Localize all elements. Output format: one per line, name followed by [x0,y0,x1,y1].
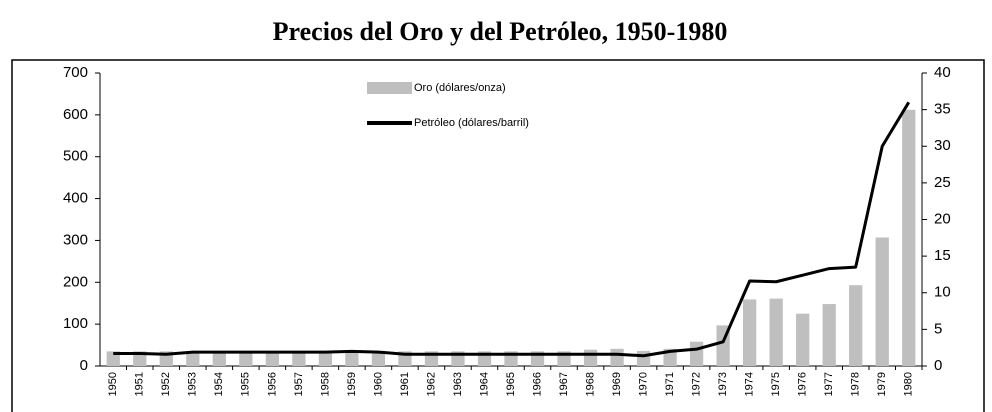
x-tick-label: 1963 [452,372,464,396]
y-tick-label: 300 [63,231,88,248]
line [113,101,911,358]
x-tick-label: 1966 [531,372,543,396]
bar [318,351,333,366]
x-tick-label: 1977 [823,372,835,396]
bar [636,350,651,366]
y-tick-label: 400 [63,190,88,207]
legend-swatch [367,82,412,94]
bar [610,348,624,366]
x-tick-label: 1975 [770,372,782,396]
y2-tick-label: 15 [934,247,951,264]
x-tick-label: 1974 [744,372,756,396]
bar [849,285,863,366]
x-tick-label: 1976 [797,372,809,396]
x-tick-label: 1969 [611,372,623,396]
bar [743,299,757,366]
x-tick-label: 1972 [691,372,703,396]
bar [371,351,386,366]
x-tick-label: 1971 [664,372,676,396]
y2-tick-label: 20 [934,210,951,227]
bar [239,351,253,366]
bar [292,351,306,366]
x-tick-label: 1965 [505,372,517,396]
legend-label: Oro (dólares/onza) [414,82,506,94]
x-tick-label: 1951 [134,372,146,396]
bar [689,341,704,366]
y2-tick-label: 40 [934,64,951,81]
bar [902,109,916,366]
bar [212,351,226,366]
bar [265,351,279,366]
x-tick-label: 1959 [346,372,358,396]
bar [875,237,889,366]
y-tick-label: 500 [63,148,88,165]
bar [345,351,359,366]
x-tick-label: 1964 [478,372,490,396]
y2-tick-label: 30 [934,137,951,154]
x-tick-label: 1968 [584,372,596,396]
x-tick-label: 1956 [266,372,278,396]
chart-title: Precios del Oro y del Petróleo, 1950-198… [273,17,728,46]
x-tick-label: 1957 [293,372,305,396]
x-tick-label: 1954 [213,372,225,396]
y2-tick-label: 5 [934,320,942,337]
x-tick-label: 1978 [850,372,862,396]
x-tick-label: 1961 [399,372,411,396]
x-tick-label: 1958 [319,372,331,396]
y-tick-label: 100 [63,315,88,332]
y2-tick-label: 35 [934,101,951,118]
x-tick-label: 1955 [240,372,252,396]
bar [796,313,810,366]
x-tick-label: 1979 [876,372,888,396]
x-tick-label: 1950 [107,372,119,396]
bar [583,349,598,366]
y2-tick-label: 10 [934,284,951,301]
bar [822,304,836,366]
x-tick-label: 1953 [187,372,199,396]
y-tick-label: 600 [63,106,88,123]
y2-tick-label: 25 [934,174,951,191]
y-tick-label: 0 [80,357,88,374]
x-tick-label: 1967 [558,372,570,396]
y2-tick-label: 0 [934,357,942,374]
x-tick-label: 1970 [637,372,649,396]
y-tick-label: 700 [63,64,88,81]
x-tick-label: 1952 [160,372,172,396]
bar [186,351,200,366]
frame [11,59,985,412]
y-tick-label: 200 [63,273,88,290]
x-tick-label: 1960 [372,372,384,396]
x-tick-label: 1962 [425,372,437,396]
bar [769,298,783,366]
legend-label: Petróleo (dólares/barril) [414,117,529,129]
x-tick-label: 1980 [903,372,915,396]
x-tick-label: 1973 [717,372,729,396]
